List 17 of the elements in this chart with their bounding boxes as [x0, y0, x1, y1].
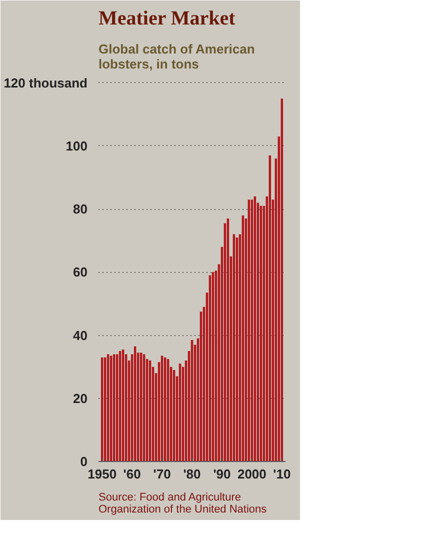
x-tick-label: '10: [273, 466, 291, 482]
y-tick-label: 80: [73, 202, 88, 217]
y-tick-label: 100: [66, 138, 88, 154]
y-tick-label: 20: [73, 390, 88, 406]
x-tick-label: '70: [153, 466, 171, 482]
chart-title: Meatier Market: [98, 8, 236, 30]
y-tick-label: 120 thousand: [4, 75, 88, 90]
x-tick-label: 1950: [88, 466, 117, 482]
chart-subtitle: Global catch of American lobsters, in tons: [98, 42, 255, 72]
y-tick-label: 0: [80, 454, 88, 469]
y-tick-label: 60: [73, 264, 88, 280]
x-tick-label: '90: [213, 466, 231, 482]
x-tick-label: 2000: [237, 466, 266, 482]
source-note: Source: Food and Agriculture Organization of the United Nations: [98, 492, 268, 516]
y-tick-label: 40: [73, 328, 88, 343]
x-tick-label: '80: [183, 466, 201, 482]
x-tick-label: '60: [123, 466, 141, 482]
